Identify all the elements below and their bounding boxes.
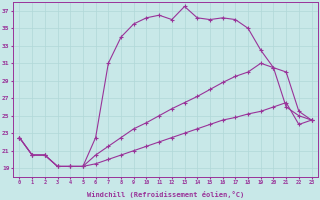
X-axis label: Windchill (Refroidissement éolien,°C): Windchill (Refroidissement éolien,°C) (87, 191, 244, 198)
